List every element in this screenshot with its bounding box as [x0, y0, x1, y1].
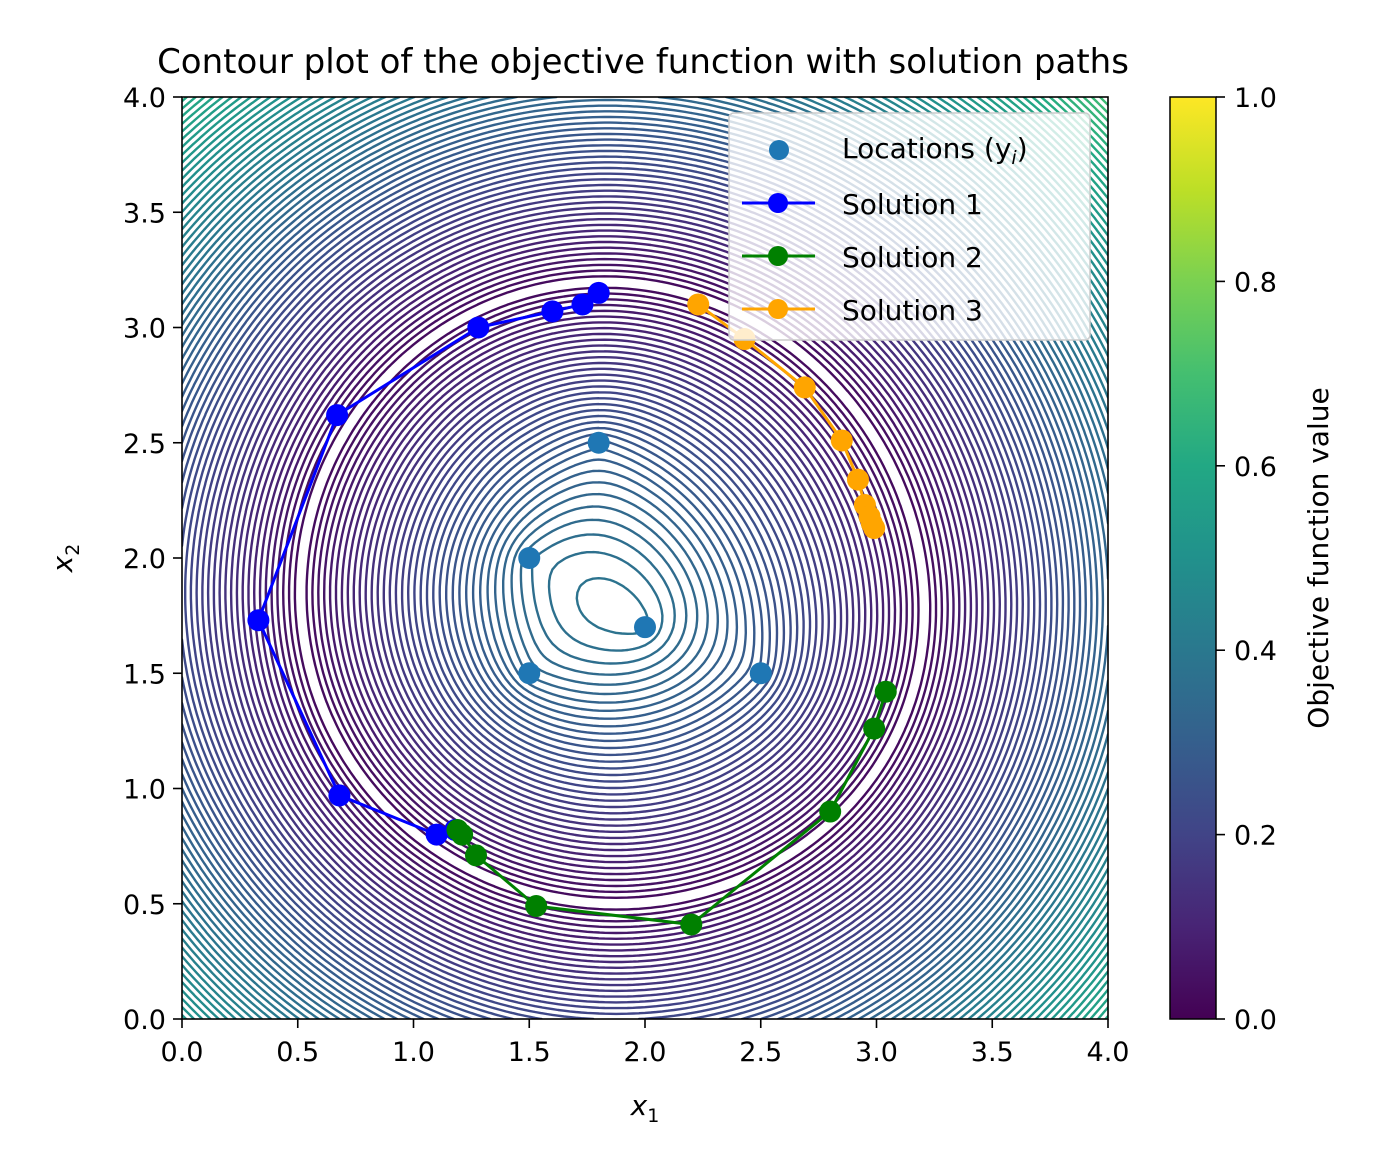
colorbar-tick-label: 0.6 — [1234, 452, 1277, 483]
x-axis-label: x1 — [630, 1089, 660, 1127]
solution-3-point — [830, 429, 853, 452]
y-tick-label: 3.0 — [123, 314, 166, 345]
x-tick-label: 0.5 — [276, 1037, 319, 1068]
legend: Locations (yi) Solution 1 Solution 2 Sol… — [728, 112, 1091, 341]
solution-1-point — [326, 404, 349, 427]
location-point — [518, 662, 541, 685]
legend-locations-marker — [769, 140, 789, 160]
legend-solution-1-marker — [768, 193, 788, 213]
legend-solution-3-marker — [768, 299, 788, 319]
contour-line — [264, 246, 961, 940]
contour-line — [235, 218, 990, 969]
solution-1-point — [541, 300, 564, 323]
contour-line — [241, 223, 984, 964]
chart-title: Contour plot of the objective function w… — [157, 42, 1129, 82]
location-point — [749, 662, 772, 685]
contour-line — [182, 161, 1047, 1019]
contour-line — [229, 212, 996, 975]
legend-box — [728, 112, 1091, 341]
solution-2-point — [863, 717, 886, 740]
legend-solution-2-marker — [768, 246, 788, 266]
x-tick-label: 2.0 — [624, 1037, 667, 1068]
y-tick-label: 2.5 — [123, 429, 166, 460]
y-tick-label: 0.5 — [123, 890, 166, 921]
solution-3-point — [846, 468, 869, 491]
solution-1-point — [328, 784, 351, 807]
contour-line — [1074, 97, 1108, 131]
location-point — [518, 547, 541, 569]
solution-1-point — [467, 316, 490, 339]
y-tick-label: 2.0 — [123, 544, 166, 575]
x-tick-label: 3.5 — [971, 1037, 1014, 1068]
solution-3-point — [687, 293, 710, 316]
solution-2-point — [446, 818, 469, 841]
x-axis-ticks: 0.0 0.5 1.0 1.5 2.0 2.5 3.0 3.5 4.0 — [161, 1019, 1130, 1068]
solution-paths — [247, 281, 897, 936]
colorbar-tick-label: 0.2 — [1234, 821, 1277, 852]
solution-2-point — [874, 680, 897, 703]
x-tick-label: 0.0 — [161, 1037, 204, 1068]
y-tick-label: 1.0 — [123, 775, 166, 806]
contour-line — [184, 166, 1042, 1019]
colorbar-tick-label: 0.8 — [1234, 267, 1277, 298]
contour-line — [189, 172, 1036, 1016]
solution-2-point — [465, 844, 488, 867]
solution-3-point — [863, 517, 886, 540]
contour-line — [270, 252, 955, 935]
y-tick-label: 3.5 — [123, 198, 166, 229]
solution-1-point — [571, 293, 594, 316]
legend-locations-label: Locations (yi) — [842, 132, 1028, 169]
solution-2-point — [680, 913, 703, 936]
y-tick-label: 4.0 — [123, 83, 166, 114]
colorbar-tick-label: 0.0 — [1234, 1005, 1277, 1036]
contour-line — [224, 206, 1001, 981]
location-point — [634, 616, 656, 639]
x-tick-label: 4.0 — [1087, 1037, 1130, 1068]
solution-1-point — [247, 609, 270, 632]
solution-2-point — [525, 895, 548, 918]
solution-3-point — [793, 376, 816, 399]
x-tick-label: 1.0 — [392, 1037, 435, 1068]
colorbar-tick-label: 1.0 — [1234, 83, 1277, 114]
y-axis-label: x2 — [46, 544, 84, 574]
location-point — [587, 431, 610, 454]
x-tick-label: 1.5 — [508, 1037, 551, 1068]
contour-line — [276, 257, 949, 929]
y-axis-ticks: 0.0 0.5 1.0 1.5 2.0 2.5 3.0 3.5 4.0 — [123, 83, 182, 1036]
y-tick-label: 1.5 — [123, 659, 166, 690]
solution-1-point — [425, 823, 448, 846]
legend-solution-3-label: Solution 3 — [842, 294, 983, 327]
x-tick-label: 3.0 — [855, 1037, 898, 1068]
colorbar-label: Objective function value — [1302, 387, 1335, 728]
location-points — [518, 431, 772, 685]
legend-solution-1-label: Solution 1 — [842, 188, 983, 221]
solution-2-point — [819, 800, 842, 823]
solution-1-point — [587, 281, 610, 304]
contour-line — [1090, 97, 1108, 115]
contour-line — [182, 149, 1059, 1019]
legend-solution-2-label: Solution 2 — [842, 241, 983, 274]
y-tick-label: 0.0 — [123, 1005, 166, 1036]
contour-line — [182, 97, 1108, 1019]
colorbar-tick-label: 0.4 — [1234, 636, 1277, 667]
colorbar-ticks: 0.0 0.2 0.4 0.6 0.8 1.0 — [1216, 83, 1277, 1036]
x-tick-label: 2.5 — [739, 1037, 782, 1068]
colorbar — [1169, 96, 1217, 1020]
